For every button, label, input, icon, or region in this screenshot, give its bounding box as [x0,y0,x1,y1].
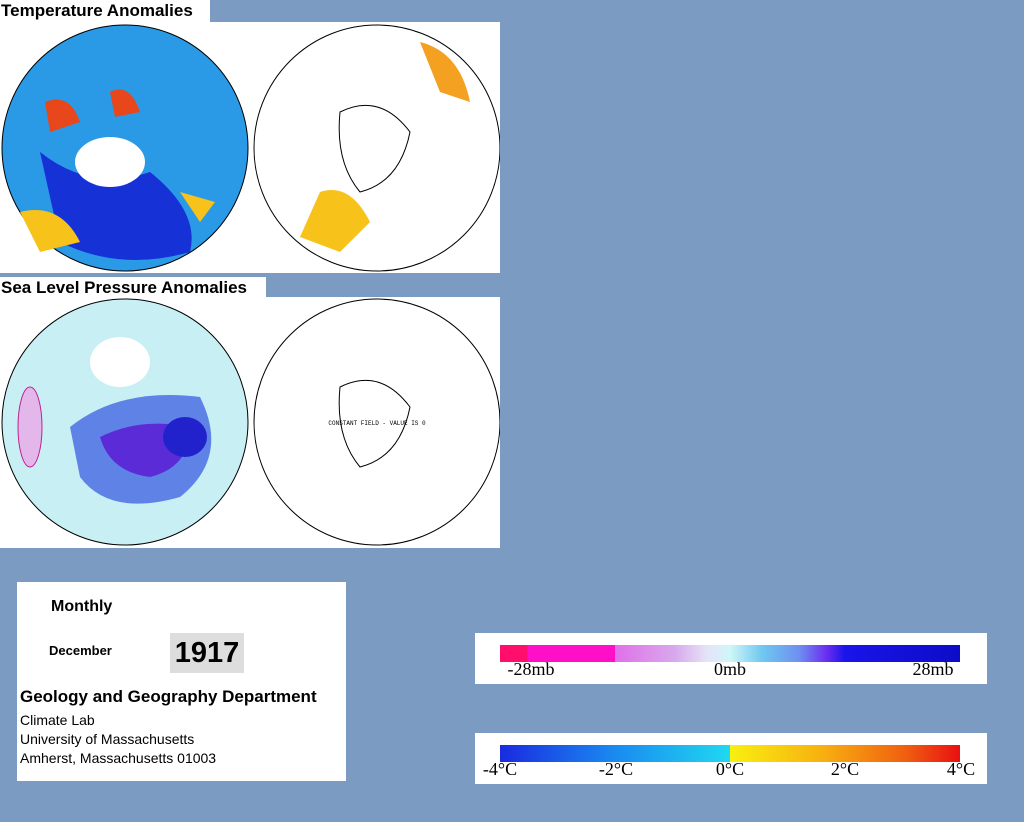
map-panel [0,22,501,273]
map [1,24,501,272]
temperature-legend: -4°C -2°C 0°C 2°C 4°C [475,733,987,784]
year: 1917 [170,633,244,673]
map-note: CONSTANT FIELD - VALUE IS 0 [328,420,426,427]
legend-label: -4°C [482,759,518,779]
pressure-legend: -28mb 0mb 28mb [475,633,987,684]
colorbar [500,745,960,762]
legend-label: 4°C [946,759,976,779]
period: Monthly [51,598,113,615]
address-line: Amherst, Massachusetts 01003 [20,750,217,766]
map: CONSTANT FIELD - VALUE IS 0 [1,298,501,546]
legend-label: -28mb [507,659,555,679]
address-line: University of Massachusetts [20,731,195,747]
legend-label: 0mb [713,659,747,679]
month: December [49,643,112,658]
map-panel: CONSTANT FIELD - VALUE IS 0 [0,297,501,548]
legend-label: -2°C [598,759,634,779]
section-title: Temperature Anomalies [0,0,210,22]
address-line: Climate Lab [20,712,95,728]
legend-label: 0°C [715,759,745,779]
info-box: Monthly December 1917 Geology and Geogra… [17,582,346,781]
section-title: Sea Level Pressure Anomalies [0,277,266,299]
legend-label: 28mb [912,659,954,679]
colorbar [500,645,960,662]
department: Geology and Geography Department [20,687,317,706]
legend-label: 2°C [830,759,860,779]
